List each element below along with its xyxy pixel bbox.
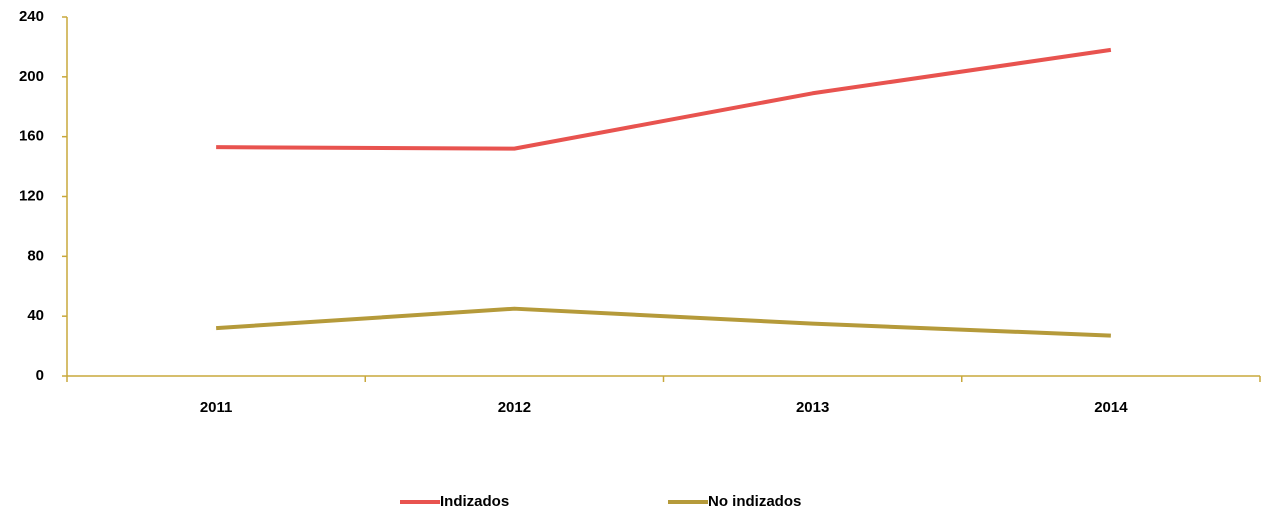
y-tick-label: 40 (27, 307, 44, 324)
x-tick-label: 2011 (200, 399, 233, 416)
x-tick-label: 2013 (796, 399, 829, 416)
x-tick-label: 2014 (1094, 399, 1128, 416)
y-tick-label: 200 (19, 68, 44, 85)
y-tick-label: 0 (36, 367, 44, 384)
y-tick-label: 160 (19, 128, 44, 145)
y-tick-label: 80 (27, 247, 44, 264)
series-line (215, 306, 1111, 338)
y-tick-label: 120 (19, 187, 44, 204)
y-tick-label: 240 (19, 8, 44, 25)
legend-label: Indizados (440, 493, 509, 510)
series-line (216, 47, 1112, 151)
x-tick-label: 2012 (498, 399, 531, 416)
legend-label: No indizados (708, 493, 801, 510)
